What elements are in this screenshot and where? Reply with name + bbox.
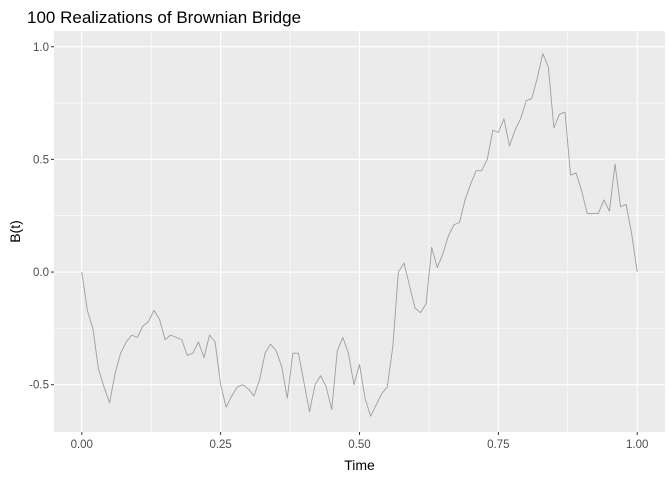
x-tick-label: 0.75 [487,439,509,451]
series-line [81,53,638,417]
y-tick-label: 0.0 [33,267,49,279]
series-layer [81,53,638,417]
y-tick-label: 0.5 [33,154,49,166]
x-tick-label: 1.00 [626,439,648,451]
y-axis-title: B(t) [7,220,23,243]
chart-title: 100 Realizations of Brownian Bridge [27,8,301,27]
y-axis: -0.5 0.0 0.5 1.0 [29,42,54,392]
x-tick-label: 0.00 [71,439,93,451]
x-axis: 0.00 0.25 0.50 0.75 1.00 [71,432,648,451]
x-axis-title: Time [344,457,375,473]
y-tick-label: -0.5 [29,380,49,392]
y-tick-label: 1.0 [33,42,49,54]
x-tick-label: 0.50 [348,439,370,451]
x-tick-label: 0.25 [209,439,231,451]
